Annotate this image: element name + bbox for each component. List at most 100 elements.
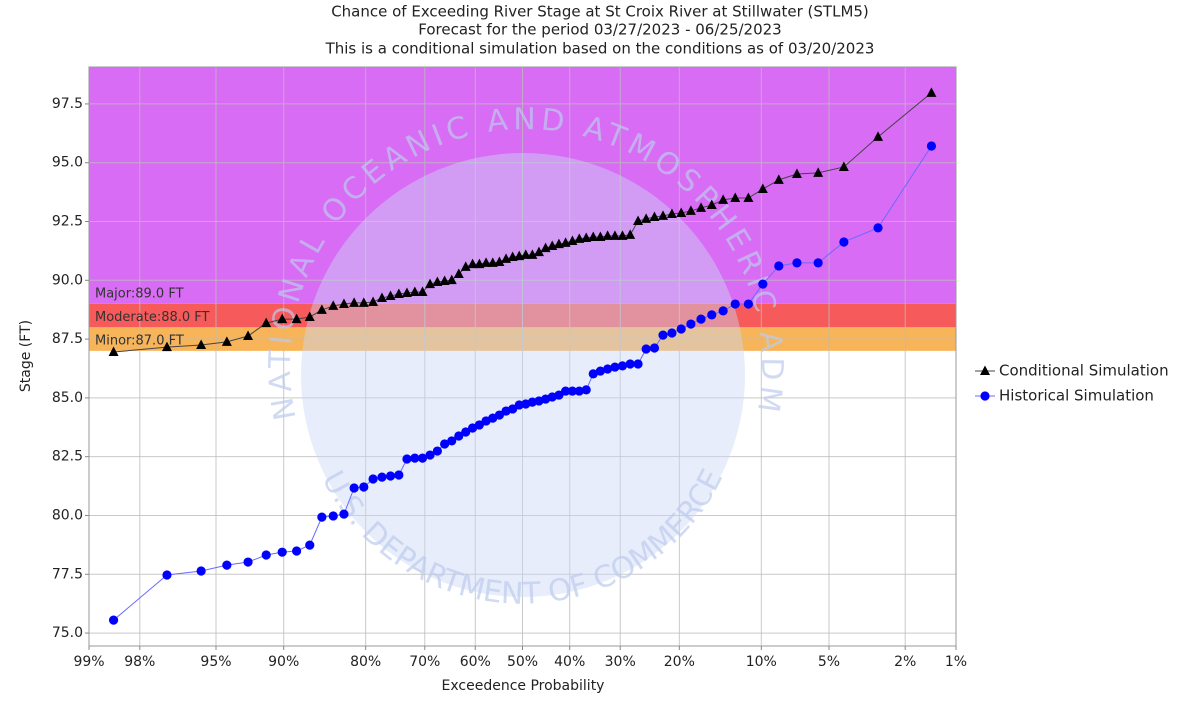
y-tick-label: 95.0 — [52, 155, 83, 171]
triangle-marker — [633, 215, 644, 226]
circle-marker — [658, 330, 668, 340]
x-tick-label: 90% — [268, 654, 299, 670]
flood-labels: Major:89.0 FT Moderate:88.0 FT Minor:87.0 … — [95, 286, 210, 348]
triangle-marker — [926, 87, 937, 97]
circle-marker — [617, 361, 628, 371]
triangle-marker — [757, 183, 768, 194]
x-tick-label: 98% — [124, 654, 155, 670]
circle-marker — [461, 427, 471, 437]
triangle-marker — [401, 287, 412, 298]
circle-marker — [980, 391, 990, 401]
chart-subtitle: This is a conditional simulation based o… — [325, 40, 875, 58]
triangle-marker — [376, 292, 387, 302]
triangle-marker — [453, 268, 464, 278]
flood-label: Minor:87.0 FT — [95, 333, 184, 348]
triangle-marker — [439, 275, 450, 286]
y-tick-label: 92.5 — [52, 214, 83, 230]
chart-subtitle: Forecast for the period 03/27/2023 - 06/… — [418, 21, 781, 39]
x-tick-label: 1% — [945, 654, 967, 670]
triangle-marker — [261, 317, 272, 328]
triangle-marker — [676, 207, 687, 218]
triangle-marker — [595, 231, 606, 242]
circle-marker — [839, 237, 849, 247]
flood-label: Major:89.0 FT — [95, 286, 184, 301]
triangle-marker — [161, 341, 172, 352]
circle-marker — [581, 385, 591, 395]
circle-marker — [368, 474, 378, 484]
circle-marker — [603, 364, 613, 374]
y-tick-label: 77.5 — [52, 566, 83, 582]
circle-marker — [926, 141, 937, 151]
circle-marker — [359, 482, 369, 492]
x-tick-label: 30% — [605, 654, 636, 670]
triangle-marker — [533, 246, 544, 257]
triangle-marker — [666, 208, 677, 218]
triangle-marker — [304, 311, 315, 321]
circle-marker — [774, 261, 784, 271]
y-tick-label: 82.5 — [52, 449, 83, 465]
x-tick-label: 40% — [554, 654, 585, 670]
circle-marker — [667, 328, 677, 338]
triangle-marker — [649, 211, 660, 222]
triangle-marker — [625, 229, 636, 239]
triangle-marker — [277, 313, 288, 324]
circle-marker — [196, 566, 206, 576]
circle-marker — [474, 420, 484, 430]
triangle-marker — [791, 168, 802, 179]
triangle-marker — [980, 365, 990, 375]
circle-marker — [574, 386, 584, 396]
triangle-marker — [196, 339, 207, 349]
circle-marker — [718, 306, 728, 316]
legend-label: Historical Simulation — [999, 387, 1154, 405]
triangle-marker — [316, 304, 327, 314]
x-tick-label: 60% — [460, 654, 491, 670]
triangle-marker — [581, 232, 592, 242]
circle-marker — [554, 390, 564, 400]
triangle-marker — [108, 346, 119, 357]
triangle-marker — [417, 286, 428, 297]
triangle-marker — [385, 290, 396, 301]
triangle-marker — [221, 336, 232, 346]
x-tick-label: 80% — [350, 654, 381, 670]
circle-marker — [402, 454, 412, 464]
grid — [88, 67, 957, 646]
x-tick-label: 70% — [409, 654, 440, 670]
y-tick-label: 85.0 — [52, 390, 83, 406]
triangle-marker — [460, 261, 471, 271]
triangle-marker — [641, 213, 652, 223]
triangle-marker — [730, 192, 741, 202]
circle-marker — [676, 324, 686, 334]
circle-marker — [394, 470, 404, 480]
triangle-marker — [813, 167, 824, 177]
x-tick-label: 95% — [200, 654, 231, 670]
circle-marker — [730, 299, 740, 309]
x-tick-label: 20% — [664, 654, 695, 670]
axes: 75.0 77.5 80.0 82.5 85.0 87.5 90.0 92.5 95.0 97.5… — [52, 96, 967, 670]
triangle-marker — [349, 297, 360, 307]
circle-marker — [758, 279, 768, 289]
circle-marker — [222, 560, 232, 570]
triangle-marker — [574, 233, 585, 243]
x-tick-label: 99% — [73, 654, 104, 670]
circle-marker — [633, 359, 643, 369]
y-axis-label: Stage (FT) — [18, 320, 34, 392]
circle-marker — [162, 570, 172, 580]
y-tick-label: 87.5 — [52, 331, 83, 347]
circle-marker — [686, 319, 696, 329]
circle-marker — [339, 509, 349, 519]
circle-marker — [385, 471, 396, 481]
triangle-marker — [432, 276, 443, 286]
legend-label: Conditional Simulation — [999, 362, 1169, 380]
circle-marker — [291, 546, 302, 556]
triangle-marker — [409, 286, 420, 297]
triangle-marker — [467, 258, 478, 269]
triangle-marker — [706, 199, 717, 210]
circle-marker — [377, 472, 387, 482]
y-tick-label: 97.5 — [52, 96, 83, 112]
x-tick-label: 50% — [507, 654, 538, 670]
triangle-marker — [696, 202, 707, 212]
triangle-marker — [588, 231, 599, 242]
triangle-marker — [520, 249, 531, 259]
